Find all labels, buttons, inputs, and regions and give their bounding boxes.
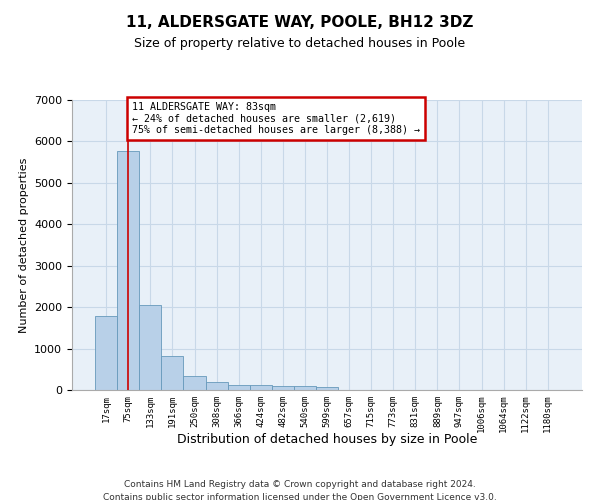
Bar [161, 356, 184, 390]
Y-axis label: Number of detached properties: Number of detached properties [19, 158, 29, 332]
Text: Contains HM Land Registry data © Crown copyright and database right 2024.: Contains HM Land Registry data © Crown c… [124, 480, 476, 489]
Text: 11 ALDERSGATE WAY: 83sqm
← 24% of detached houses are smaller (2,619)
75% of sem: 11 ALDERSGATE WAY: 83sqm ← 24% of detach… [131, 102, 419, 135]
Text: Contains public sector information licensed under the Open Government Licence v3: Contains public sector information licen… [103, 492, 497, 500]
Bar [139, 305, 161, 390]
Bar [184, 376, 206, 390]
Bar [316, 387, 338, 390]
Text: 11, ALDERSGATE WAY, POOLE, BH12 3DZ: 11, ALDERSGATE WAY, POOLE, BH12 3DZ [127, 15, 473, 30]
Bar [117, 150, 139, 390]
Bar [95, 316, 117, 390]
Bar [206, 382, 227, 390]
Bar [272, 386, 294, 390]
Bar [294, 386, 316, 390]
Text: Size of property relative to detached houses in Poole: Size of property relative to detached ho… [134, 38, 466, 51]
Bar [250, 386, 272, 390]
Bar [227, 385, 250, 390]
Text: Distribution of detached houses by size in Poole: Distribution of detached houses by size … [177, 432, 477, 446]
